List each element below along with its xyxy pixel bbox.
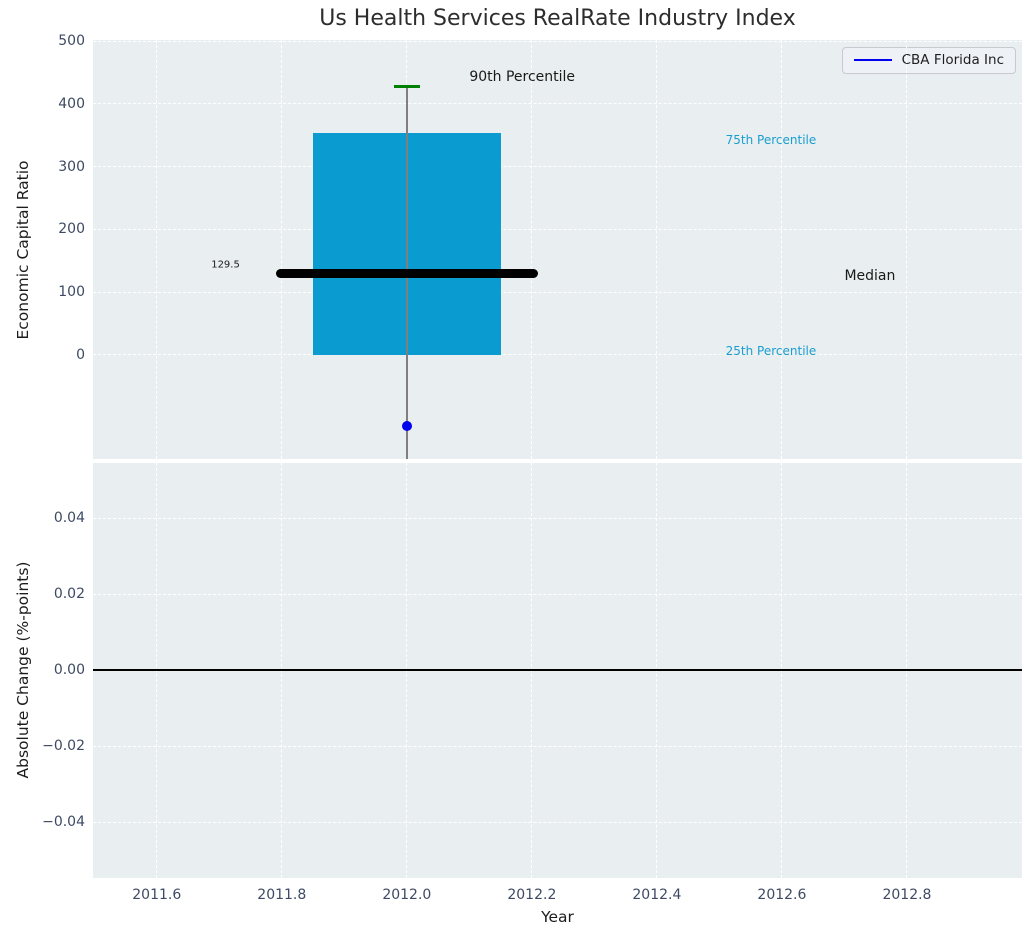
h-gridline bbox=[93, 103, 1022, 105]
y-tick-label: 500 bbox=[58, 33, 85, 50]
v-gridline bbox=[781, 40, 783, 459]
x-axis-label: Year bbox=[541, 908, 574, 926]
y-tick-label: 300 bbox=[58, 158, 85, 175]
h-gridline bbox=[93, 745, 1022, 747]
x-tick-label: 2012.2 bbox=[507, 887, 557, 903]
v-gridline bbox=[906, 40, 908, 459]
median-line bbox=[275, 269, 539, 279]
v-gridline bbox=[281, 40, 283, 459]
annotation: Median bbox=[844, 267, 896, 284]
h-gridline bbox=[93, 166, 1022, 168]
annotation: 129.5 bbox=[211, 259, 240, 271]
y-tick-label: −0.04 bbox=[42, 814, 85, 831]
legend-label: CBA Florida Inc bbox=[901, 52, 1004, 68]
legend: CBA Florida Inc bbox=[841, 47, 1016, 74]
v-gridline bbox=[531, 40, 533, 459]
y-tick-label: 400 bbox=[58, 95, 85, 112]
h-gridline bbox=[93, 821, 1022, 823]
top-y-axis-label: Economic Capital Ratio bbox=[14, 160, 32, 340]
h-gridline bbox=[93, 40, 1022, 42]
zero-reference-line bbox=[93, 669, 1022, 671]
annotation: 90th Percentile bbox=[469, 69, 576, 85]
annotation: 75th Percentile bbox=[725, 133, 817, 148]
y-tick-label: −0.02 bbox=[42, 738, 85, 755]
scatter-point bbox=[401, 420, 412, 431]
x-tick-label: 2011.8 bbox=[257, 887, 307, 903]
annotation: 25th Percentile bbox=[725, 344, 817, 359]
legend-line-icon bbox=[853, 59, 892, 61]
h-gridline bbox=[93, 593, 1022, 595]
v-gridline bbox=[656, 40, 658, 459]
h-gridline bbox=[93, 517, 1022, 519]
h-gridline bbox=[93, 291, 1022, 293]
chart-title: Us Health Services RealRate Industry Ind… bbox=[319, 6, 796, 31]
y-tick-label: 0 bbox=[76, 346, 85, 363]
x-tick-label: 2012.6 bbox=[757, 887, 807, 903]
x-tick-label: 2012.4 bbox=[632, 887, 682, 903]
y-tick-label: 0.00 bbox=[53, 662, 85, 679]
y-tick-label: 100 bbox=[58, 284, 85, 301]
x-tick-label: 2011.6 bbox=[132, 887, 182, 903]
y-tick-label: 0.02 bbox=[53, 586, 85, 603]
y-tick-label: 200 bbox=[58, 221, 85, 238]
y-tick-label: 0.04 bbox=[53, 510, 85, 527]
h-gridline bbox=[93, 354, 1022, 356]
v-gridline bbox=[156, 40, 158, 459]
top-plot-area bbox=[93, 40, 1022, 459]
x-tick-label: 2012.8 bbox=[882, 887, 932, 903]
p90-cap bbox=[393, 84, 420, 88]
x-tick-label: 2012.0 bbox=[382, 887, 432, 903]
h-gridline bbox=[93, 228, 1022, 230]
